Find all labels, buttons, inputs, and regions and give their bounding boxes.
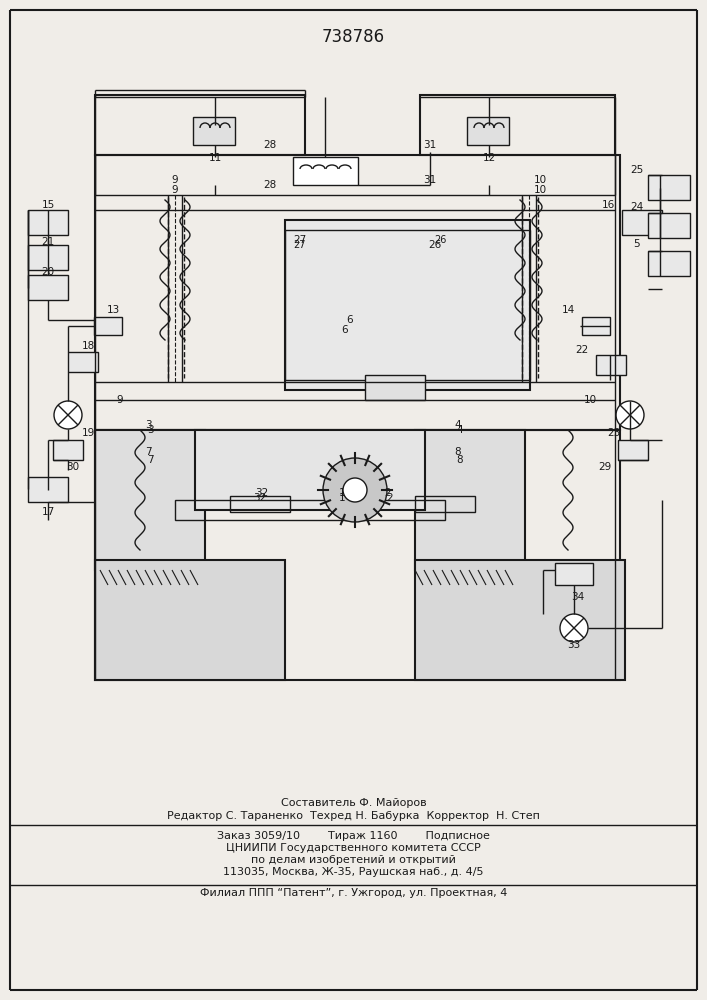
Text: 3: 3 <box>146 425 153 435</box>
Text: 738786: 738786 <box>322 28 385 46</box>
Text: 1: 1 <box>339 488 345 498</box>
Circle shape <box>54 401 82 429</box>
Text: 29: 29 <box>598 462 612 472</box>
Bar <box>95 560 285 680</box>
Text: 32: 32 <box>253 493 267 503</box>
Bar <box>365 375 425 400</box>
Text: 15: 15 <box>42 200 54 210</box>
Text: 4: 4 <box>457 425 463 435</box>
Bar <box>415 560 625 680</box>
Text: 8: 8 <box>455 447 461 457</box>
Text: 22: 22 <box>575 345 589 355</box>
Text: 12: 12 <box>482 153 496 163</box>
Bar <box>415 496 475 512</box>
Bar <box>230 496 290 512</box>
Bar <box>28 477 68 502</box>
Text: 17: 17 <box>42 507 54 517</box>
Circle shape <box>560 614 588 642</box>
Text: Составитель Ф. Майоров: Составитель Ф. Майоров <box>281 798 426 808</box>
Text: 31: 31 <box>423 140 437 150</box>
Circle shape <box>323 458 387 522</box>
Text: 1: 1 <box>339 493 345 503</box>
Bar <box>618 440 648 460</box>
Text: 33: 33 <box>568 640 580 650</box>
Text: 25: 25 <box>631 165 643 175</box>
Bar <box>193 117 235 145</box>
Circle shape <box>616 401 644 429</box>
Bar <box>68 352 98 372</box>
Text: 10: 10 <box>583 395 597 405</box>
Text: 5: 5 <box>633 239 641 249</box>
Text: 32: 32 <box>255 488 269 498</box>
Text: Филиал ППП “Патент”, г. Ужгород, ул. Проектная, 4: Филиал ППП “Патент”, г. Ужгород, ул. Про… <box>200 888 507 898</box>
Text: 4: 4 <box>455 420 461 430</box>
Text: 6: 6 <box>341 325 349 335</box>
Text: 9: 9 <box>172 175 178 185</box>
Text: 10: 10 <box>534 185 547 195</box>
Bar <box>95 430 620 680</box>
Bar <box>95 95 305 155</box>
Text: 7: 7 <box>146 455 153 465</box>
Bar <box>420 95 615 155</box>
Bar <box>293 157 358 185</box>
Text: 9: 9 <box>172 185 178 195</box>
Text: 13: 13 <box>106 305 119 315</box>
Text: 11: 11 <box>209 153 221 163</box>
Bar <box>582 317 610 335</box>
Text: 7: 7 <box>145 447 151 457</box>
Text: 3: 3 <box>145 420 151 430</box>
Bar <box>28 245 68 270</box>
Bar <box>415 430 525 570</box>
Bar <box>555 563 593 585</box>
Bar <box>622 210 662 235</box>
Text: 6: 6 <box>346 315 354 325</box>
Bar <box>175 500 445 520</box>
Bar <box>28 210 68 235</box>
Text: 26: 26 <box>434 235 446 245</box>
Bar <box>95 155 620 430</box>
Text: 16: 16 <box>602 200 614 210</box>
Text: 26: 26 <box>428 240 442 250</box>
Text: 23: 23 <box>607 428 621 438</box>
Text: 31: 31 <box>423 175 437 185</box>
Text: 28: 28 <box>264 180 276 190</box>
Text: 27: 27 <box>293 235 307 245</box>
Text: 2: 2 <box>385 488 391 498</box>
Text: 27: 27 <box>293 240 306 250</box>
Bar <box>467 117 509 145</box>
Text: 14: 14 <box>561 305 575 315</box>
Text: Заказ 3059/10        Тираж 1160        Подписное: Заказ 3059/10 Тираж 1160 Подписное <box>217 831 490 841</box>
Text: ЦНИИПИ Государственного комитета СССР: ЦНИИПИ Государственного комитета СССР <box>226 843 481 853</box>
Bar <box>28 275 68 300</box>
Text: 24: 24 <box>631 202 643 212</box>
Text: 113035, Москва, Ж-35, Раушская наб., д. 4/5: 113035, Москва, Ж-35, Раушская наб., д. … <box>223 867 484 877</box>
Text: 10: 10 <box>534 175 547 185</box>
Bar <box>95 430 205 570</box>
Bar <box>596 355 626 375</box>
Text: по делам изобретений и открытий: по делам изобретений и открытий <box>251 855 456 865</box>
Bar <box>195 430 425 510</box>
Text: 20: 20 <box>42 267 54 277</box>
Bar <box>53 440 83 460</box>
Bar <box>285 230 530 380</box>
Circle shape <box>343 478 367 502</box>
Text: 9: 9 <box>117 395 123 405</box>
Bar <box>94 317 122 335</box>
Text: 30: 30 <box>66 462 80 472</box>
Text: 28: 28 <box>264 140 276 150</box>
Bar <box>648 213 690 238</box>
Text: 21: 21 <box>42 237 54 247</box>
Text: 2: 2 <box>387 493 393 503</box>
Bar <box>648 175 690 200</box>
Text: 8: 8 <box>457 455 463 465</box>
Text: 34: 34 <box>571 592 585 602</box>
Bar <box>285 220 530 390</box>
Text: Редактор С. Тараненко  Техред Н. Бабурка  Корректор  Н. Степ: Редактор С. Тараненко Техред Н. Бабурка … <box>167 811 540 821</box>
Text: 18: 18 <box>81 341 95 351</box>
Text: 19: 19 <box>81 428 95 438</box>
Bar <box>648 251 690 276</box>
